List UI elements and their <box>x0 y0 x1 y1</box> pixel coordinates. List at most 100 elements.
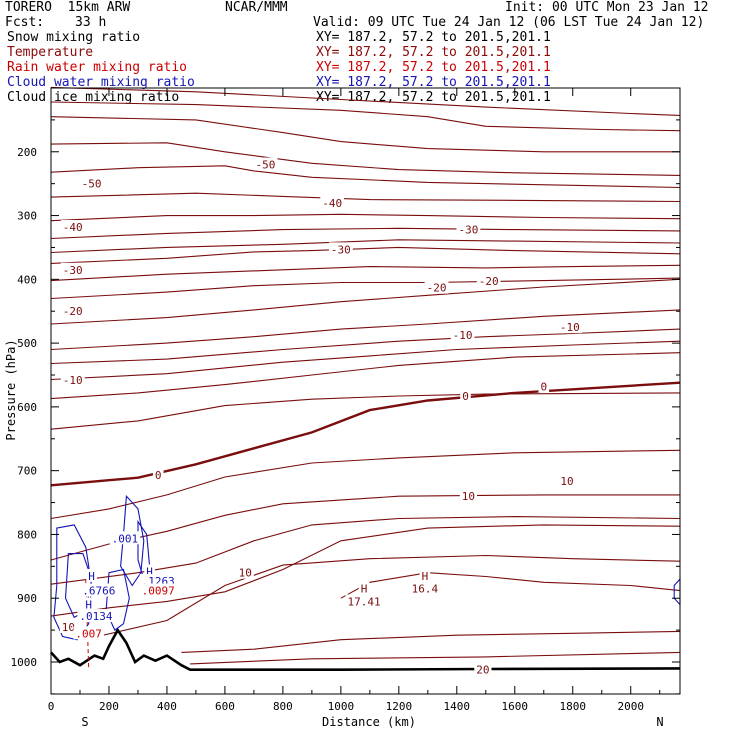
x-tick-label: 1200 <box>386 700 413 713</box>
cloud-water-label-bg <box>86 568 97 582</box>
rain-water-label: .0097 <box>142 585 175 598</box>
plot-border <box>50 87 681 695</box>
temperature-contour-label: -30 <box>63 264 83 277</box>
contour-labels: -50 -50 -40 -40 -30 -30 -30 -20 -20 -20 -10 -10 -10 0… <box>59 157 582 677</box>
x-tick-label: 1800 <box>560 700 587 713</box>
forecast-hour: 33 h <box>75 15 107 30</box>
isotherm-line <box>50 239 681 254</box>
temperature-contour-label: 0 <box>540 380 547 393</box>
temperature-contour-label-bg <box>60 262 85 276</box>
temperature-contour-label: -20 <box>479 275 499 288</box>
y-tick-label: 500 <box>17 337 37 350</box>
org-label: NCAR/MMM <box>225 0 288 15</box>
temperature-contour-label-bg <box>474 662 492 676</box>
y-tick-label: 700 <box>17 465 37 478</box>
field-xy-temperature: XY= 187.2, 57.2 to 201.5,201.1 <box>316 45 551 60</box>
cloud-water-label-bg <box>109 531 141 545</box>
isotherm-line <box>50 381 681 487</box>
field-name-snow: Snow mixing ratio <box>7 30 141 45</box>
isotherm-line <box>50 227 681 240</box>
temperature-contour-label: 20 <box>476 664 489 677</box>
temperature-contour-label-bg <box>456 222 481 236</box>
cloud-water-label: H <box>146 565 153 578</box>
y-tick-label: 400 <box>17 273 37 286</box>
x-tick-label: 1600 <box>502 700 529 713</box>
isotherm-line <box>50 328 681 365</box>
x-tick-label: 2000 <box>617 700 644 713</box>
temperature-contour-label-bg <box>253 157 278 171</box>
isotherm-line <box>50 278 681 325</box>
temperature-contour-label: -30 <box>458 224 478 237</box>
cloud-water-contour <box>673 577 681 607</box>
isotherm-line <box>50 524 681 617</box>
x-tick-label: 200 <box>99 700 119 713</box>
y-tick-label: 600 <box>17 401 37 414</box>
temperature-contour-label: 10 <box>239 567 252 580</box>
y-tick-label: 900 <box>17 592 37 605</box>
temperature-contour-label: -40 <box>63 221 83 234</box>
temperature-contour-label-bg <box>450 327 475 341</box>
isotherm-line <box>50 165 681 189</box>
cloud-water-label-bg <box>144 564 155 578</box>
rain-water-label: .007 <box>75 627 102 640</box>
temperature-contour-label-bg <box>320 195 345 209</box>
cloud-water-label: .0134 <box>79 610 112 623</box>
temperature-contour-label: -10 <box>63 374 83 387</box>
isotherm-line <box>50 116 680 153</box>
temperature-contour-label: 0 <box>155 469 162 482</box>
y-tick-label: 800 <box>17 528 37 541</box>
field-name-temperature: Temperature <box>7 45 94 60</box>
x-tick-label: 1000 <box>328 700 355 713</box>
cloud-water-label: .6766 <box>82 585 115 598</box>
rain-water-label-bg <box>73 626 104 640</box>
isotherm-line <box>50 494 680 561</box>
x-tick-label: 400 <box>157 700 177 713</box>
temperature-contour-label: -20 <box>427 282 447 295</box>
temperature-contour-label: -30 <box>331 243 351 256</box>
isotherm-line <box>50 264 681 282</box>
temperature-contour-label-bg <box>345 594 383 608</box>
temperature-contour-label: H <box>361 583 368 596</box>
temperature-contour-label-bg <box>409 581 441 595</box>
init-time: Init: 00 UTC Mon 23 Jan 12 <box>505 0 709 15</box>
y-axis-title: Pressure (hPa) <box>4 339 18 440</box>
valid-time: Valid: 09 UTC Tue 24 Jan 12 (06 LST Tue … <box>313 15 705 30</box>
field-xy-cloud-water: XY= 187.2, 57.2 to 201.5,201.1 <box>316 75 551 90</box>
isotherm-line <box>340 572 681 599</box>
temperature-contour-label-bg <box>236 565 254 579</box>
temperature-contour-label-bg <box>557 320 582 334</box>
right-end-label: N <box>656 715 663 729</box>
field-name-rain: Rain water mixing ratio <box>7 60 188 75</box>
isotherm-line <box>50 86 681 116</box>
temperature-contour-label: -50 <box>82 178 102 191</box>
isotherm-line <box>50 213 681 222</box>
field-xy-snow: XY= 187.2, 57.2 to 201.5,201.1 <box>316 30 551 45</box>
temperature-contour-label: -10 <box>560 321 580 334</box>
isotherm-line <box>97 554 681 638</box>
temperature-contour-label: 16.4 <box>412 583 439 596</box>
temperature-contour-label-bg <box>476 274 501 288</box>
temperature-contour-label: 10 <box>462 490 475 503</box>
isotherm-line <box>50 352 681 400</box>
temperature-contour-label-bg <box>424 280 449 294</box>
temperature-contour-label-bg <box>152 468 164 482</box>
isotherm-line <box>50 340 681 381</box>
isotherm-line <box>50 309 681 351</box>
temperature-contour-label: -50 <box>256 159 276 172</box>
temperature-contour-label: -20 <box>63 305 83 318</box>
temperature-contour-label-bg <box>59 619 77 633</box>
isotherm-line <box>181 630 681 653</box>
temperature-contour-label-bg <box>538 379 550 393</box>
isotherm-line <box>50 192 681 203</box>
y-tick-label: 300 <box>17 210 37 223</box>
plot-frame <box>50 87 681 695</box>
isotherm-line <box>50 246 681 264</box>
terrain-surface <box>50 627 681 671</box>
field-name-cloud-water: Cloud water mixing ratio <box>7 75 195 90</box>
isotherm-line <box>190 651 681 665</box>
isotherm-line <box>50 277 681 300</box>
temperature-contour-label-bg <box>60 304 85 318</box>
temperature-contour-label: H <box>422 570 429 583</box>
